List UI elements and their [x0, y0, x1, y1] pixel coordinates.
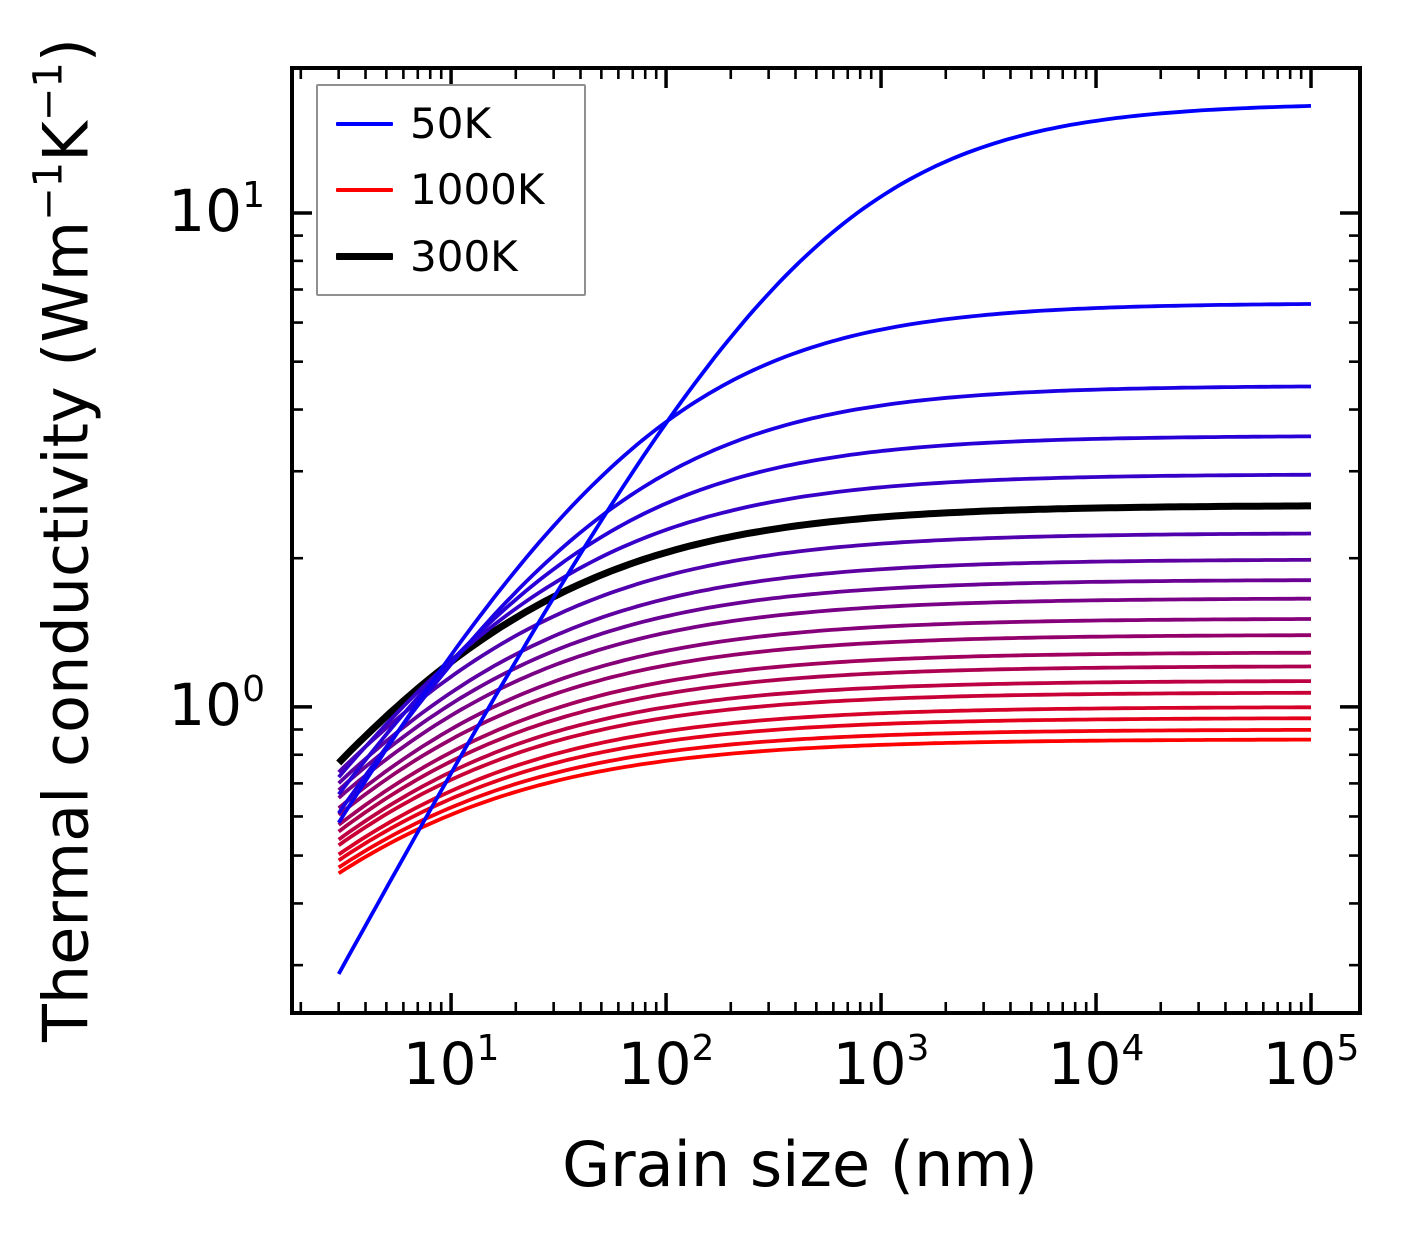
legend-entry-label: 300K: [410, 231, 518, 281]
tick-exponent: 2: [691, 1028, 715, 1069]
tick-exponent: 3: [906, 1028, 930, 1069]
series-line-150K: [337, 384, 1311, 815]
tick-base: 10: [168, 670, 243, 739]
series-line-450K: [337, 578, 1311, 792]
legend-line-swatch: [336, 188, 393, 192]
x-tick-label: 105: [1231, 1030, 1391, 1098]
series-line-900K: [337, 716, 1311, 862]
tick-exponent: 4: [1121, 1028, 1145, 1069]
tick-base: 10: [402, 1030, 477, 1098]
axes-spines: [290, 66, 1362, 1015]
series-line-250K: [337, 472, 1312, 779]
tick-base: 10: [1262, 1030, 1337, 1098]
legend-line-swatch: [336, 121, 393, 126]
y-axis-label-segment: −1: [25, 161, 72, 221]
legend-entry-50K: 50K: [318, 93, 584, 155]
y-axis-label-segment: K: [29, 121, 103, 162]
legend-entry-label: 1000K: [410, 165, 545, 214]
series-line-700K: [337, 664, 1312, 834]
series-line-300K: [336, 502, 1311, 766]
x-tick-label: 101: [371, 1030, 531, 1098]
series-line-600K: [337, 633, 1311, 817]
x-tick-label: 102: [586, 1030, 746, 1098]
legend: 50K 1000K 300K: [316, 84, 586, 296]
y-tick-label: 100: [115, 671, 265, 739]
series-line-550K: [337, 617, 1311, 810]
series-line-1000K: [337, 737, 1311, 875]
legend-line-swatch: [336, 253, 393, 260]
tick-exponent: 1: [242, 174, 265, 216]
tick-base: 10: [617, 1030, 692, 1098]
series-line-850K: [337, 705, 1311, 857]
legend-entry-label: 50K: [410, 98, 491, 148]
tick-base: 10: [1047, 1030, 1122, 1098]
series-line-200K: [337, 434, 1311, 796]
tick-base: 10: [168, 176, 243, 245]
x-tick-label: 103: [801, 1030, 961, 1098]
series-line-100K: [337, 302, 1311, 824]
series-line-800K: [337, 690, 1311, 847]
legend-entry-300K: 300K: [318, 226, 584, 288]
tick-exponent: 5: [1336, 1028, 1360, 1069]
series-line-750K: [337, 679, 1311, 842]
series-line-650K: [337, 650, 1312, 827]
y-axis-label: Thermal conductivity (Wm−1K−1): [26, 38, 103, 1042]
y-axis-label-segment: ): [29, 38, 103, 63]
tick-exponent: 0: [242, 668, 265, 710]
x-tick-label: 104: [1016, 1030, 1176, 1098]
y-axis-label-segment: −1: [25, 62, 72, 122]
tick-exponent: 1: [476, 1028, 500, 1069]
legend-entry-1000K: 1000K: [318, 159, 584, 221]
series-line-50K: [337, 104, 1312, 975]
y-axis-label-segment: Thermal conductivity (Wm: [29, 220, 103, 1042]
series-line-400K: [337, 557, 1312, 785]
series-line-350K: [337, 531, 1312, 774]
tick-base: 10: [832, 1030, 907, 1098]
series-line-950K: [337, 728, 1311, 870]
x-axis-label: Grain size (nm): [562, 1128, 1038, 1201]
y-tick-label: 101: [115, 177, 265, 245]
